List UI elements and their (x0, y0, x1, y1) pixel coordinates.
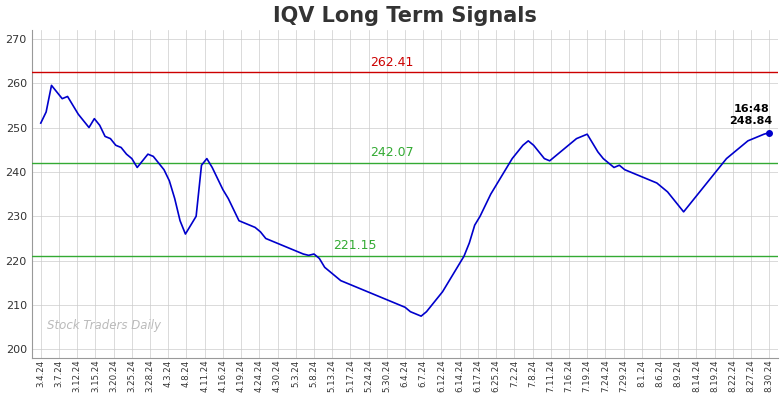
Text: 16:48
248.84: 16:48 248.84 (729, 104, 773, 126)
Title: IQV Long Term Signals: IQV Long Term Signals (273, 6, 537, 25)
Text: 221.15: 221.15 (333, 239, 377, 252)
Text: Stock Traders Daily: Stock Traders Daily (46, 319, 161, 332)
Text: 262.41: 262.41 (370, 56, 413, 69)
Text: 242.07: 242.07 (370, 146, 414, 159)
